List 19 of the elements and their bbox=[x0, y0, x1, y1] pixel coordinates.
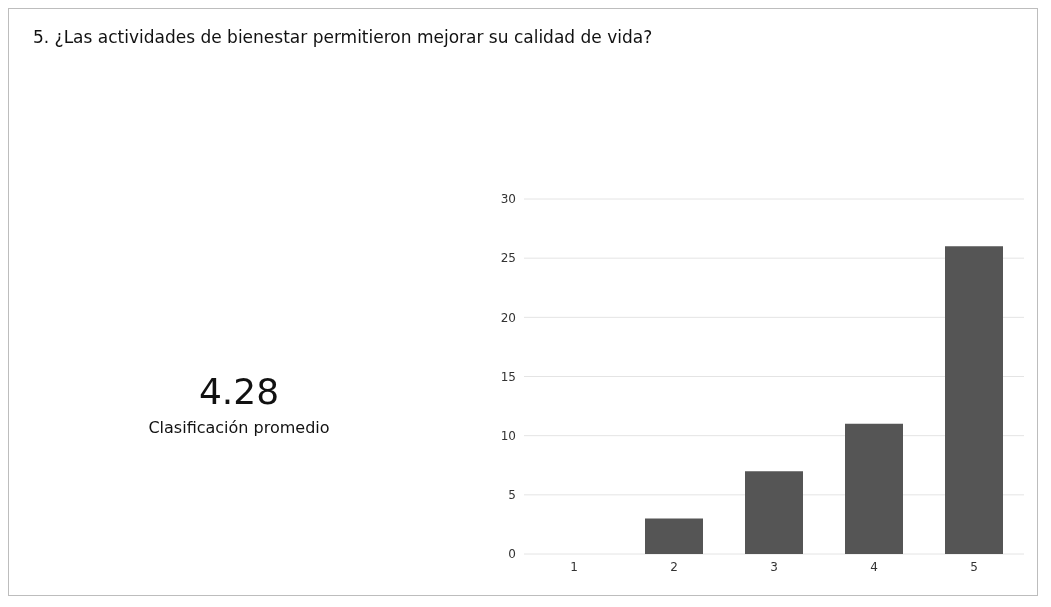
y-tick-label: 20 bbox=[500, 310, 516, 325]
y-tick-label: 15 bbox=[500, 369, 516, 384]
x-tick-label: 2 bbox=[670, 559, 678, 574]
y-tick-label: 10 bbox=[500, 428, 516, 443]
bar bbox=[945, 246, 1003, 554]
y-tick-label: 25 bbox=[500, 251, 516, 266]
y-tick-label: 5 bbox=[508, 488, 516, 503]
text: Clasificación promedio bbox=[147, 418, 331, 437]
x-tick-label: 3 bbox=[770, 559, 778, 574]
bar bbox=[845, 423, 903, 554]
text: 4.28 bbox=[197, 371, 281, 412]
text: 5. ¿Las actividades de bienestar permitieron mejorar su calidad de vida? bbox=[33, 27, 653, 47]
x-tick-label: 1 bbox=[570, 559, 578, 574]
bar bbox=[645, 518, 703, 554]
y-tick-label: 0 bbox=[508, 547, 516, 562]
x-tick-label: 4 bbox=[870, 559, 878, 574]
x-tick-label: 5 bbox=[970, 559, 978, 574]
bar bbox=[745, 471, 803, 554]
y-tick-label: 30 bbox=[500, 192, 516, 207]
